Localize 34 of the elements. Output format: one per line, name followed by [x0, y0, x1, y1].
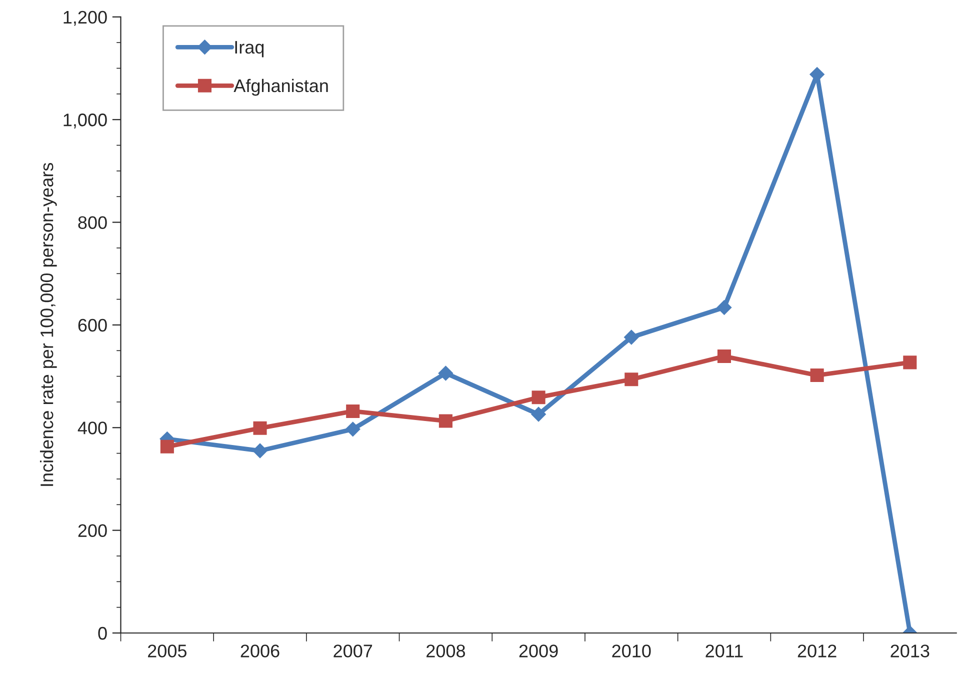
y-tick-label: 200	[78, 524, 107, 538]
y-tick-label: 1,000	[64, 114, 107, 128]
point	[252, 443, 268, 458]
point	[438, 414, 452, 428]
x-tick-label: 2009	[519, 644, 558, 658]
point	[531, 406, 546, 422]
point	[717, 350, 731, 364]
point	[903, 356, 917, 370]
point	[253, 421, 267, 435]
point	[438, 366, 454, 381]
x-tick-label: 2010	[612, 644, 651, 658]
x-tick-label: 2011	[706, 644, 743, 658]
x-tick-label: 2006	[240, 644, 280, 658]
point	[810, 368, 824, 382]
point	[160, 440, 174, 454]
x-tick-label: 2007	[334, 644, 372, 658]
point	[346, 404, 360, 418]
y-tick-label: 400	[78, 422, 107, 434]
x-tick-label: 2005	[148, 644, 186, 658]
x-tick-label: 2008	[426, 644, 465, 658]
x-tick-label: 2012	[798, 644, 836, 658]
point	[716, 300, 732, 315]
x-tick-label: 2013	[890, 644, 930, 658]
point	[345, 422, 360, 437]
y-tick-label: 0	[98, 626, 107, 640]
legend-label: Afghanistan	[234, 78, 328, 96]
legend-label: Iraq	[235, 41, 264, 58]
y-axis-title: Incidence rate per 100,000 person-years	[40, 162, 57, 486]
point	[624, 330, 639, 345]
y-tick-label: 1,200	[64, 10, 107, 26]
y-tick-label: 600	[78, 318, 107, 332]
point	[624, 372, 638, 386]
y-tick-label: 800	[78, 216, 107, 229]
point	[532, 390, 546, 404]
